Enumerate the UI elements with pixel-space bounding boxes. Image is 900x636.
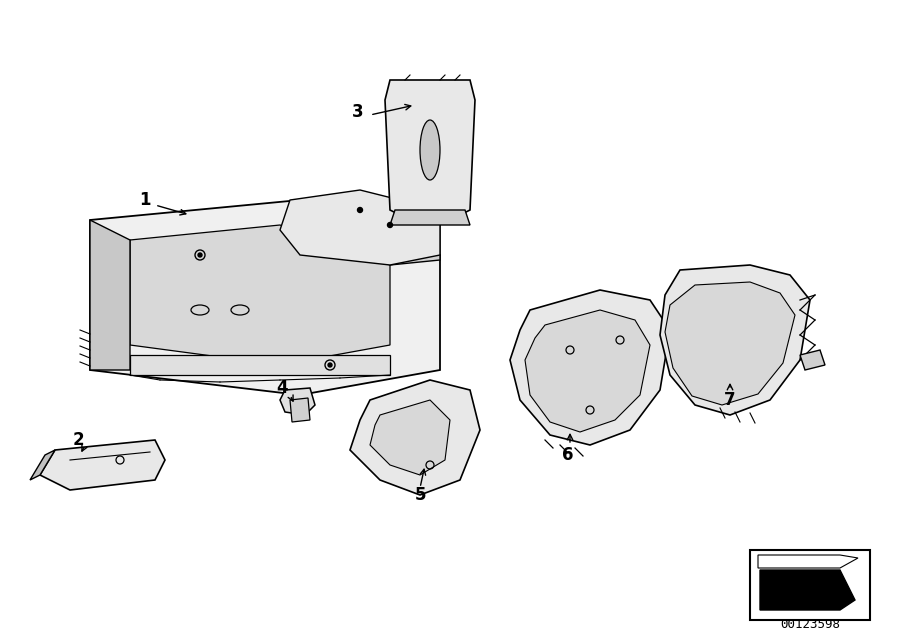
Polygon shape (130, 355, 390, 375)
Text: 2: 2 (72, 431, 84, 449)
Polygon shape (390, 210, 470, 225)
Polygon shape (370, 400, 450, 475)
Circle shape (357, 207, 363, 212)
Polygon shape (40, 440, 165, 490)
Circle shape (388, 223, 392, 228)
Polygon shape (280, 388, 315, 415)
Text: 4: 4 (276, 379, 288, 397)
Polygon shape (30, 450, 55, 480)
Polygon shape (390, 220, 440, 265)
Bar (750, 550, 870, 620)
Polygon shape (660, 265, 810, 415)
Polygon shape (280, 190, 440, 265)
Text: 1: 1 (140, 191, 151, 209)
Text: 6: 6 (562, 446, 574, 464)
Polygon shape (760, 570, 855, 610)
Polygon shape (350, 380, 480, 495)
Circle shape (198, 253, 202, 257)
Polygon shape (90, 200, 440, 395)
Polygon shape (800, 350, 825, 370)
Text: 5: 5 (414, 486, 426, 504)
Polygon shape (758, 555, 858, 568)
Polygon shape (525, 310, 650, 432)
Text: 7: 7 (724, 391, 736, 409)
Polygon shape (290, 398, 310, 422)
Polygon shape (665, 282, 795, 405)
Polygon shape (385, 80, 475, 220)
Ellipse shape (420, 120, 440, 180)
Polygon shape (90, 220, 130, 370)
Polygon shape (130, 225, 390, 365)
Circle shape (328, 363, 332, 367)
Text: 00123598: 00123598 (780, 618, 840, 632)
Text: 3: 3 (352, 103, 364, 121)
Polygon shape (510, 290, 670, 445)
